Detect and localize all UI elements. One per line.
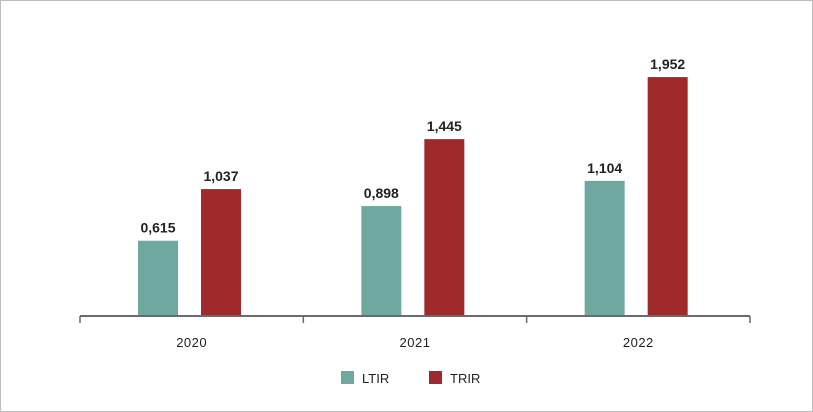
bar-ltir-2020 (138, 240, 178, 316)
value-label-trir-2021: 1,445 (427, 118, 462, 134)
value-labels-layer: 0,615 1,037 0,898 1,445 1,104 1,952 (140, 56, 685, 236)
legend-label-trir: TRIR (450, 371, 480, 386)
bar-trir-2021 (424, 139, 465, 316)
value-label-ltir-2021: 0,898 (364, 185, 399, 201)
x-tick-2022: 2022 (623, 335, 654, 350)
legend-swatch-trir (429, 371, 442, 384)
bar-trir-2020 (201, 189, 241, 316)
bar-trir-2022 (647, 77, 688, 317)
bar-ltir-2022 (584, 180, 625, 316)
value-label-ltir-2022: 1,104 (587, 160, 622, 176)
legend-swatch-ltir (341, 371, 354, 384)
x-tick-2021: 2021 (400, 335, 431, 350)
value-label-ltir-2020: 0,615 (140, 220, 175, 236)
bars-layer (138, 77, 688, 317)
legend: LTIR TRIR (341, 371, 480, 386)
value-label-trir-2020: 1,037 (203, 168, 238, 184)
legend-label-ltir: LTIR (362, 371, 389, 386)
x-axis (79, 315, 751, 323)
x-tick-2020: 2020 (176, 335, 207, 350)
x-tick-labels: 2020 2021 2022 (176, 335, 654, 350)
bar-ltir-2021 (361, 206, 402, 316)
value-label-trir-2022: 1,952 (650, 56, 685, 72)
